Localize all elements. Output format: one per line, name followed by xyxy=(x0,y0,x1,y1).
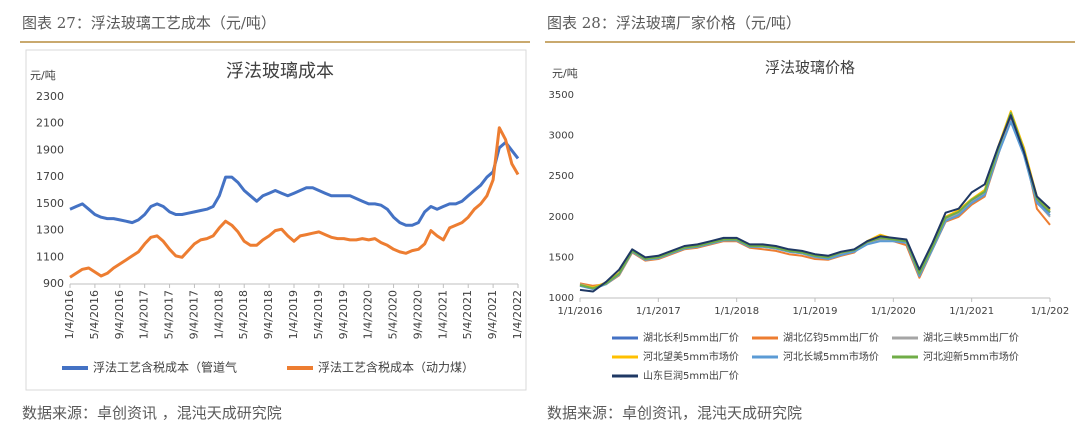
y-tick-label: 2500 xyxy=(549,171,574,182)
x-tick-label: 1/4/2020 xyxy=(362,290,375,339)
x-tick-label: 9/4/2017 xyxy=(187,290,200,339)
y-tick-label: 1000 xyxy=(549,293,574,304)
legend-label: 浮法工艺含税成本（管道气 xyxy=(93,360,237,375)
series-line xyxy=(69,140,520,227)
y-tick-label: 2100 xyxy=(36,117,64,130)
series-line xyxy=(579,118,1051,290)
x-tick-label: 9/4/2018 xyxy=(262,290,275,339)
legend-label: 河北长城5mm市场价 xyxy=(783,350,879,363)
series-line xyxy=(579,120,1051,289)
y-tick-label: 3500 xyxy=(549,90,574,101)
x-tick-label: 9/4/2016 xyxy=(113,290,126,339)
x-tick-label: 1/1/2020 xyxy=(871,306,916,317)
x-tick-label: 5/4/2021 xyxy=(461,290,474,339)
x-tick-label: 1/4/2019 xyxy=(287,290,300,339)
series-line xyxy=(579,114,1051,287)
x-tick-label: 9/4/2020 xyxy=(411,290,424,339)
x-tick-label: 5/4/2019 xyxy=(312,290,325,339)
y-tick-label: 3000 xyxy=(549,131,574,142)
x-tick-label: 1/1/2017 xyxy=(636,306,681,317)
legend-label: 湖北亿钧5mm出厂价 xyxy=(783,331,879,344)
y-tick-label: 2300 xyxy=(36,90,64,103)
x-tick-label: 1/4/2017 xyxy=(138,290,151,339)
y-tick-label: 2000 xyxy=(549,212,574,223)
figure-caption: 图表 27：浮法玻璃工艺成本（元/吨） xyxy=(22,14,276,32)
x-tick-label: 1/4/2018 xyxy=(212,290,225,339)
y-tick-label: 1300 xyxy=(36,224,64,237)
legend-label: 山东巨润5mm出厂价 xyxy=(643,369,739,382)
source-note: 数据来源：卓创资讯，混沌天成研究院 xyxy=(547,404,802,422)
chart-title: 浮法玻璃价格 xyxy=(765,59,855,77)
x-tick-label: 5/4/2017 xyxy=(163,290,176,339)
x-tick-label: 5/4/2016 xyxy=(88,290,101,339)
y-tick-label: 1500 xyxy=(549,252,574,263)
legend-label: 湖北长利5mm出厂价 xyxy=(643,331,739,344)
legend-label: 湖北三峡5mm出厂价 xyxy=(923,331,1019,344)
series-line xyxy=(69,126,520,279)
x-tick-label: 5/4/2018 xyxy=(237,290,250,339)
legend-label: 河北迎新5mm市场价 xyxy=(923,350,1019,363)
x-tick-label: 1/4/2022 xyxy=(511,290,524,339)
chart-frame xyxy=(25,49,527,391)
series-line xyxy=(579,111,1051,290)
x-tick-label: 1/1/202 xyxy=(1031,306,1070,317)
x-tick-label: 1/1/2019 xyxy=(793,306,838,317)
x-tick-label: 1/4/2021 xyxy=(436,290,449,339)
series-line xyxy=(579,120,1051,291)
x-tick-label: 9/4/2019 xyxy=(337,290,350,339)
y-tick-label: 1900 xyxy=(36,143,64,156)
x-tick-label: 1/4/2016 xyxy=(63,290,76,339)
x-tick-label: 9/4/2021 xyxy=(486,290,499,339)
legend-label: 浮法工艺含税成本（动力煤） xyxy=(318,360,474,375)
legend-label: 河北望美5mm市场价 xyxy=(643,350,739,363)
y-tick-label: 1700 xyxy=(36,170,64,183)
series-line xyxy=(579,114,1051,293)
x-tick-label: 1/1/2016 xyxy=(558,306,603,317)
y-tick-label: 1500 xyxy=(36,197,64,210)
y-axis-unit: 元/吨 xyxy=(552,67,578,80)
source-note: 数据来源：卓创资讯 ，混沌天成研究院 xyxy=(22,404,282,422)
x-tick-label: 5/4/2020 xyxy=(387,290,400,339)
x-tick-label: 1/1/2018 xyxy=(714,306,759,317)
x-tick-label: 1/1/2021 xyxy=(949,306,994,317)
chart-title: 浮法玻璃成本 xyxy=(226,61,334,82)
y-tick-label: 900 xyxy=(43,277,64,290)
y-axis-unit: 元/吨 xyxy=(30,69,56,82)
figure-caption: 图表 28：浮法玻璃厂家价格（元/吨） xyxy=(547,14,801,32)
y-tick-label: 1100 xyxy=(36,250,64,263)
